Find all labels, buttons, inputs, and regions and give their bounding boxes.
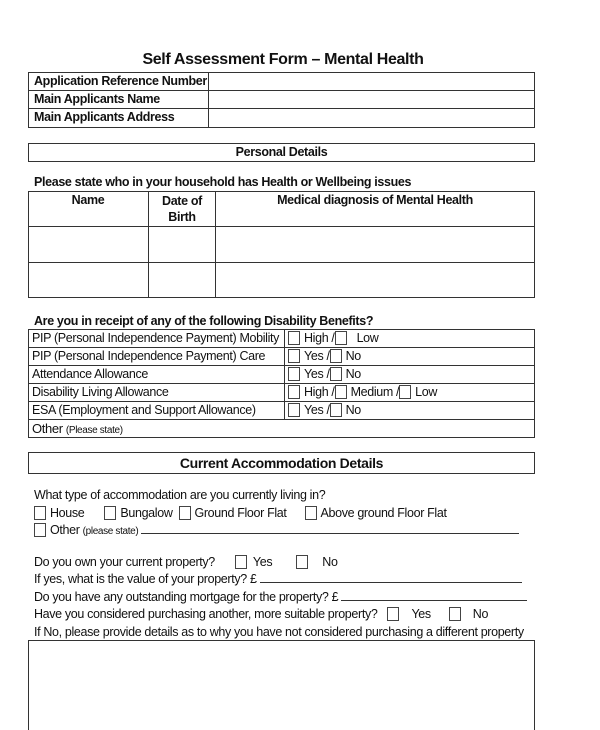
checkbox-above-ground-flat[interactable] [304, 506, 317, 520]
dla-options: High / Medium / Low [288, 385, 437, 399]
label-reference-number: Application Reference Number [34, 74, 207, 88]
option-label: Yes / [304, 367, 330, 381]
accommodation-heading: Current Accommodation Details [179, 455, 384, 471]
checkbox-yes[interactable] [288, 403, 300, 417]
applicant-address-field[interactable] [210, 109, 533, 126]
checkbox-no[interactable] [329, 403, 342, 417]
checkbox-high[interactable] [288, 331, 300, 345]
other-label: Other [32, 421, 63, 436]
applicant-name-field[interactable] [210, 91, 533, 107]
option-label: High / [304, 385, 335, 399]
label-applicant-address: Main Applicants Address [34, 110, 175, 124]
accommodation-type-question: What type of accommodation are you curre… [34, 488, 326, 502]
mortgage-question: Do you have any outstanding mortgage for… [34, 590, 528, 604]
question-label: Have you considered purchasing another, … [34, 607, 378, 621]
checkbox-high[interactable] [288, 385, 300, 399]
column-name: Name [71, 193, 105, 207]
checkbox-bungalow[interactable] [104, 506, 117, 520]
other-note: (Please state) [65, 425, 123, 436]
checkbox-house[interactable] [34, 506, 46, 520]
option-label: No [345, 367, 362, 381]
checkbox-low[interactable] [334, 331, 347, 345]
other-label: Other [50, 523, 80, 537]
label-applicant-name: Main Applicants Name [34, 92, 160, 106]
pip-care-options: Yes / No [288, 349, 361, 363]
attendance-options: Yes / No [288, 367, 361, 381]
checkbox-medium[interactable] [334, 385, 347, 399]
own-property-question: Do you own your current property? Yes No [34, 555, 338, 569]
details-question: If No, please provide details as to why … [34, 625, 524, 639]
accommodation-types: House Bungalow Ground Floor Flat Above grou… [34, 506, 447, 520]
option-label: Medium / [350, 385, 400, 399]
no-label: No [472, 607, 489, 621]
household-table [28, 191, 535, 298]
column-diagnosis: Medical diagnosis of Mental Health [277, 193, 473, 207]
details-textarea[interactable] [28, 640, 535, 730]
checkbox-yes[interactable] [288, 349, 300, 363]
applicant-table [28, 72, 535, 128]
mortgage-input[interactable] [341, 590, 528, 601]
benefit-attendance-allowance: Attendance Allowance [32, 367, 149, 381]
benefit-other[interactable]: Other (Please state) [32, 421, 123, 436]
yes-label: Yes [252, 555, 273, 569]
benefit-pip-mobility: PIP (Personal Independence Payment) Mobi… [32, 331, 280, 345]
checkbox-purchase-yes[interactable] [387, 607, 400, 621]
purchase-question: Have you considered purchasing another, … [34, 607, 488, 621]
checkbox-own-yes[interactable] [234, 555, 247, 569]
option-label: Yes / [304, 349, 330, 363]
checkbox-ground-floor-flat[interactable] [178, 506, 191, 520]
type-label: Above ground Floor Flat [320, 506, 447, 520]
checkbox-yes[interactable] [288, 367, 300, 381]
accommodation-header [28, 452, 535, 474]
checkbox-own-no[interactable] [296, 555, 309, 569]
option-label: No [345, 349, 362, 363]
checkbox-purchase-no[interactable] [448, 607, 461, 621]
checkbox-low[interactable] [399, 385, 412, 399]
question-label: Do you own your current property? [34, 555, 215, 569]
option-label: Yes / [304, 403, 330, 417]
esa-options: Yes / No [288, 403, 361, 417]
option-label: Low [415, 385, 438, 399]
column-dob: Date of Birth [162, 194, 202, 224]
personal-details-heading: Personal Details [235, 145, 328, 159]
benefit-dla: Disability Living Allowance [32, 385, 169, 399]
option-label: No [345, 403, 362, 417]
option-label: Low [356, 331, 379, 345]
accommodation-other: Other (please state) [34, 523, 520, 537]
other-input-line[interactable] [141, 523, 520, 534]
type-label: House [50, 506, 85, 520]
checkbox-no[interactable] [329, 349, 342, 363]
form-title: Self Assessment Form – Mental Health [142, 51, 424, 68]
question-label: If yes, what is the value of your proper… [34, 572, 257, 586]
property-value-input[interactable] [259, 572, 522, 583]
checkbox-other[interactable] [34, 523, 46, 537]
type-label: Ground Floor Flat [194, 506, 287, 520]
benefit-esa: ESA (Employment and Support Allowance) [32, 403, 256, 417]
household-question: Please state who in your household has H… [34, 175, 412, 189]
benefit-pip-care: PIP (Personal Independence Payment) Care [32, 349, 266, 363]
no-label: No [322, 555, 338, 569]
reference-number-field[interactable] [210, 73, 533, 89]
property-value-question: If yes, what is the value of your proper… [34, 572, 522, 586]
benefits-question: Are you in receipt of any of the followi… [34, 314, 374, 328]
checkbox-no[interactable] [329, 367, 342, 381]
other-note: (please state) [82, 526, 139, 537]
type-label: Bungalow [120, 506, 173, 520]
personal-details-header [28, 143, 535, 162]
question-label: Do you have any outstanding mortgage for… [34, 590, 339, 604]
yes-label: Yes [411, 607, 431, 621]
pip-mobility-options: High / Low [288, 331, 379, 345]
option-label: High / [304, 331, 335, 345]
